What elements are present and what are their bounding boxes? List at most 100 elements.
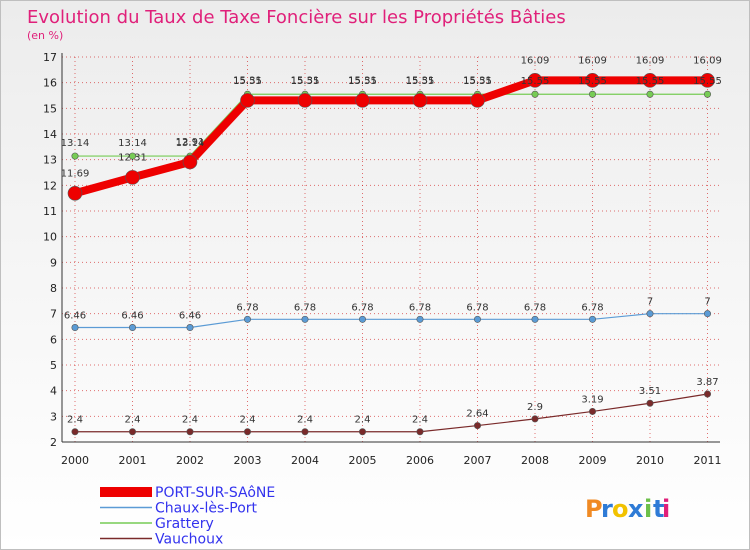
y-tick-label: 8	[50, 282, 57, 295]
data-point	[703, 90, 711, 98]
data-point	[646, 399, 654, 407]
data-point	[71, 152, 79, 160]
data-point	[129, 324, 137, 332]
y-tick-label: 13	[43, 154, 57, 167]
x-tick-label: 2006	[406, 454, 434, 467]
data-point	[416, 428, 424, 436]
y-tick-label: 12	[43, 179, 57, 192]
brand-letter: i	[662, 495, 670, 523]
data-label: 15.55	[693, 76, 722, 87]
data-point	[527, 73, 543, 88]
x-tick-label: 2008	[521, 454, 549, 467]
data-label: 15.31	[348, 75, 377, 86]
data-label: 6.78	[351, 302, 373, 313]
data-point	[703, 390, 711, 398]
data-point	[646, 90, 654, 98]
data-point	[71, 428, 79, 436]
y-tick-label: 14	[43, 128, 57, 141]
data-label: 2.9	[527, 402, 543, 413]
data-point	[703, 310, 711, 318]
data-point	[301, 428, 309, 436]
chart-subtitle: (en %)	[27, 29, 63, 42]
data-label: 15.55	[463, 76, 492, 87]
data-label: 15.55	[406, 76, 435, 87]
y-tick-label: 6	[50, 333, 57, 346]
y-tick-label: 5	[50, 359, 57, 372]
data-point	[186, 324, 194, 332]
data-label: 6.78	[294, 302, 316, 313]
data-point	[470, 93, 485, 108]
chart-title: Evolution du Taux de Taxe Foncière sur l…	[27, 7, 566, 28]
y-tick-label: 10	[43, 231, 57, 244]
x-tick-label: 2001	[119, 454, 147, 467]
y-tick-label: 2	[50, 436, 57, 449]
data-point	[585, 73, 600, 88]
data-point	[129, 428, 137, 436]
data-point	[125, 170, 140, 185]
legend-label: Chaux-lès-Port	[155, 501, 258, 517]
data-label: 2.4	[67, 415, 83, 426]
x-tick-label: 2000	[61, 454, 89, 467]
data-point	[297, 93, 313, 108]
brand-logo: Pr o x i ti	[585, 495, 670, 523]
brand-letter: i	[644, 495, 652, 523]
y-tick-label: 11	[43, 205, 57, 218]
data-label: 15.55	[291, 76, 320, 87]
x-tick-label: 2011	[694, 454, 722, 467]
data-label: 3.51	[639, 386, 661, 397]
x-tick-label: 2007	[464, 454, 492, 467]
x-tick-label: 2010	[636, 454, 664, 467]
data-point	[642, 73, 658, 88]
data-label: 6.46	[64, 311, 86, 322]
data-label: 16.09	[693, 55, 722, 66]
y-tick-label: 16	[43, 77, 57, 90]
x-tick-label: 2002	[176, 454, 204, 467]
data-label: 6.78	[409, 302, 431, 313]
y-tick-label: 15	[43, 102, 57, 115]
series-1	[71, 310, 711, 332]
data-label: 2.4	[240, 415, 256, 426]
data-label: 15.55	[521, 76, 550, 87]
brand-letter: x	[628, 495, 644, 523]
data-label: 15.31	[233, 75, 262, 86]
data-label: 6.46	[179, 311, 201, 322]
data-point	[182, 154, 198, 170]
data-label: 12.91	[176, 137, 205, 148]
data-point	[244, 315, 252, 323]
data-point	[473, 315, 481, 323]
data-point	[588, 90, 596, 98]
data-point	[588, 407, 596, 415]
data-label: 15.31	[406, 75, 435, 86]
data-label: 2.4	[297, 415, 313, 426]
data-point	[531, 315, 539, 323]
data-label: 15.31	[291, 75, 320, 86]
data-point	[301, 315, 309, 323]
series-line	[73, 76, 708, 198]
brand-letter: r	[601, 495, 613, 523]
series-line	[75, 393, 708, 433]
data-point	[473, 422, 481, 430]
data-label: 6.46	[121, 311, 143, 322]
data-point	[416, 315, 424, 323]
data-label: 2.64	[466, 409, 488, 420]
data-label: 16.09	[578, 55, 607, 66]
legend: PORT-SUR-SAôNEChaux-lès-PortGratteryVauc…	[100, 485, 275, 548]
x-tick-label: 2003	[234, 454, 262, 467]
y-tick-label: 7	[50, 308, 57, 321]
data-label: 6.78	[236, 302, 258, 313]
data-point	[71, 324, 79, 332]
data-label: 13.14	[176, 138, 205, 149]
data-label: 15.55	[636, 76, 665, 87]
data-label: 2.4	[355, 415, 371, 426]
data-point	[646, 310, 654, 318]
x-tick-label: 2004	[291, 454, 319, 467]
data-label: 2.4	[412, 415, 428, 426]
series-3	[71, 390, 711, 436]
y-tick-label: 3	[50, 410, 57, 423]
legend-label: Grattery	[155, 516, 214, 532]
data-label: 6.78	[524, 302, 546, 313]
brand-letter: t	[653, 495, 664, 523]
data-label: 15.55	[233, 76, 262, 87]
plot-area: 2 3 4 5 6 7 8 9 10 11 12 13 14 15 16 17 2000 2001 2002 2003…	[43, 51, 722, 467]
